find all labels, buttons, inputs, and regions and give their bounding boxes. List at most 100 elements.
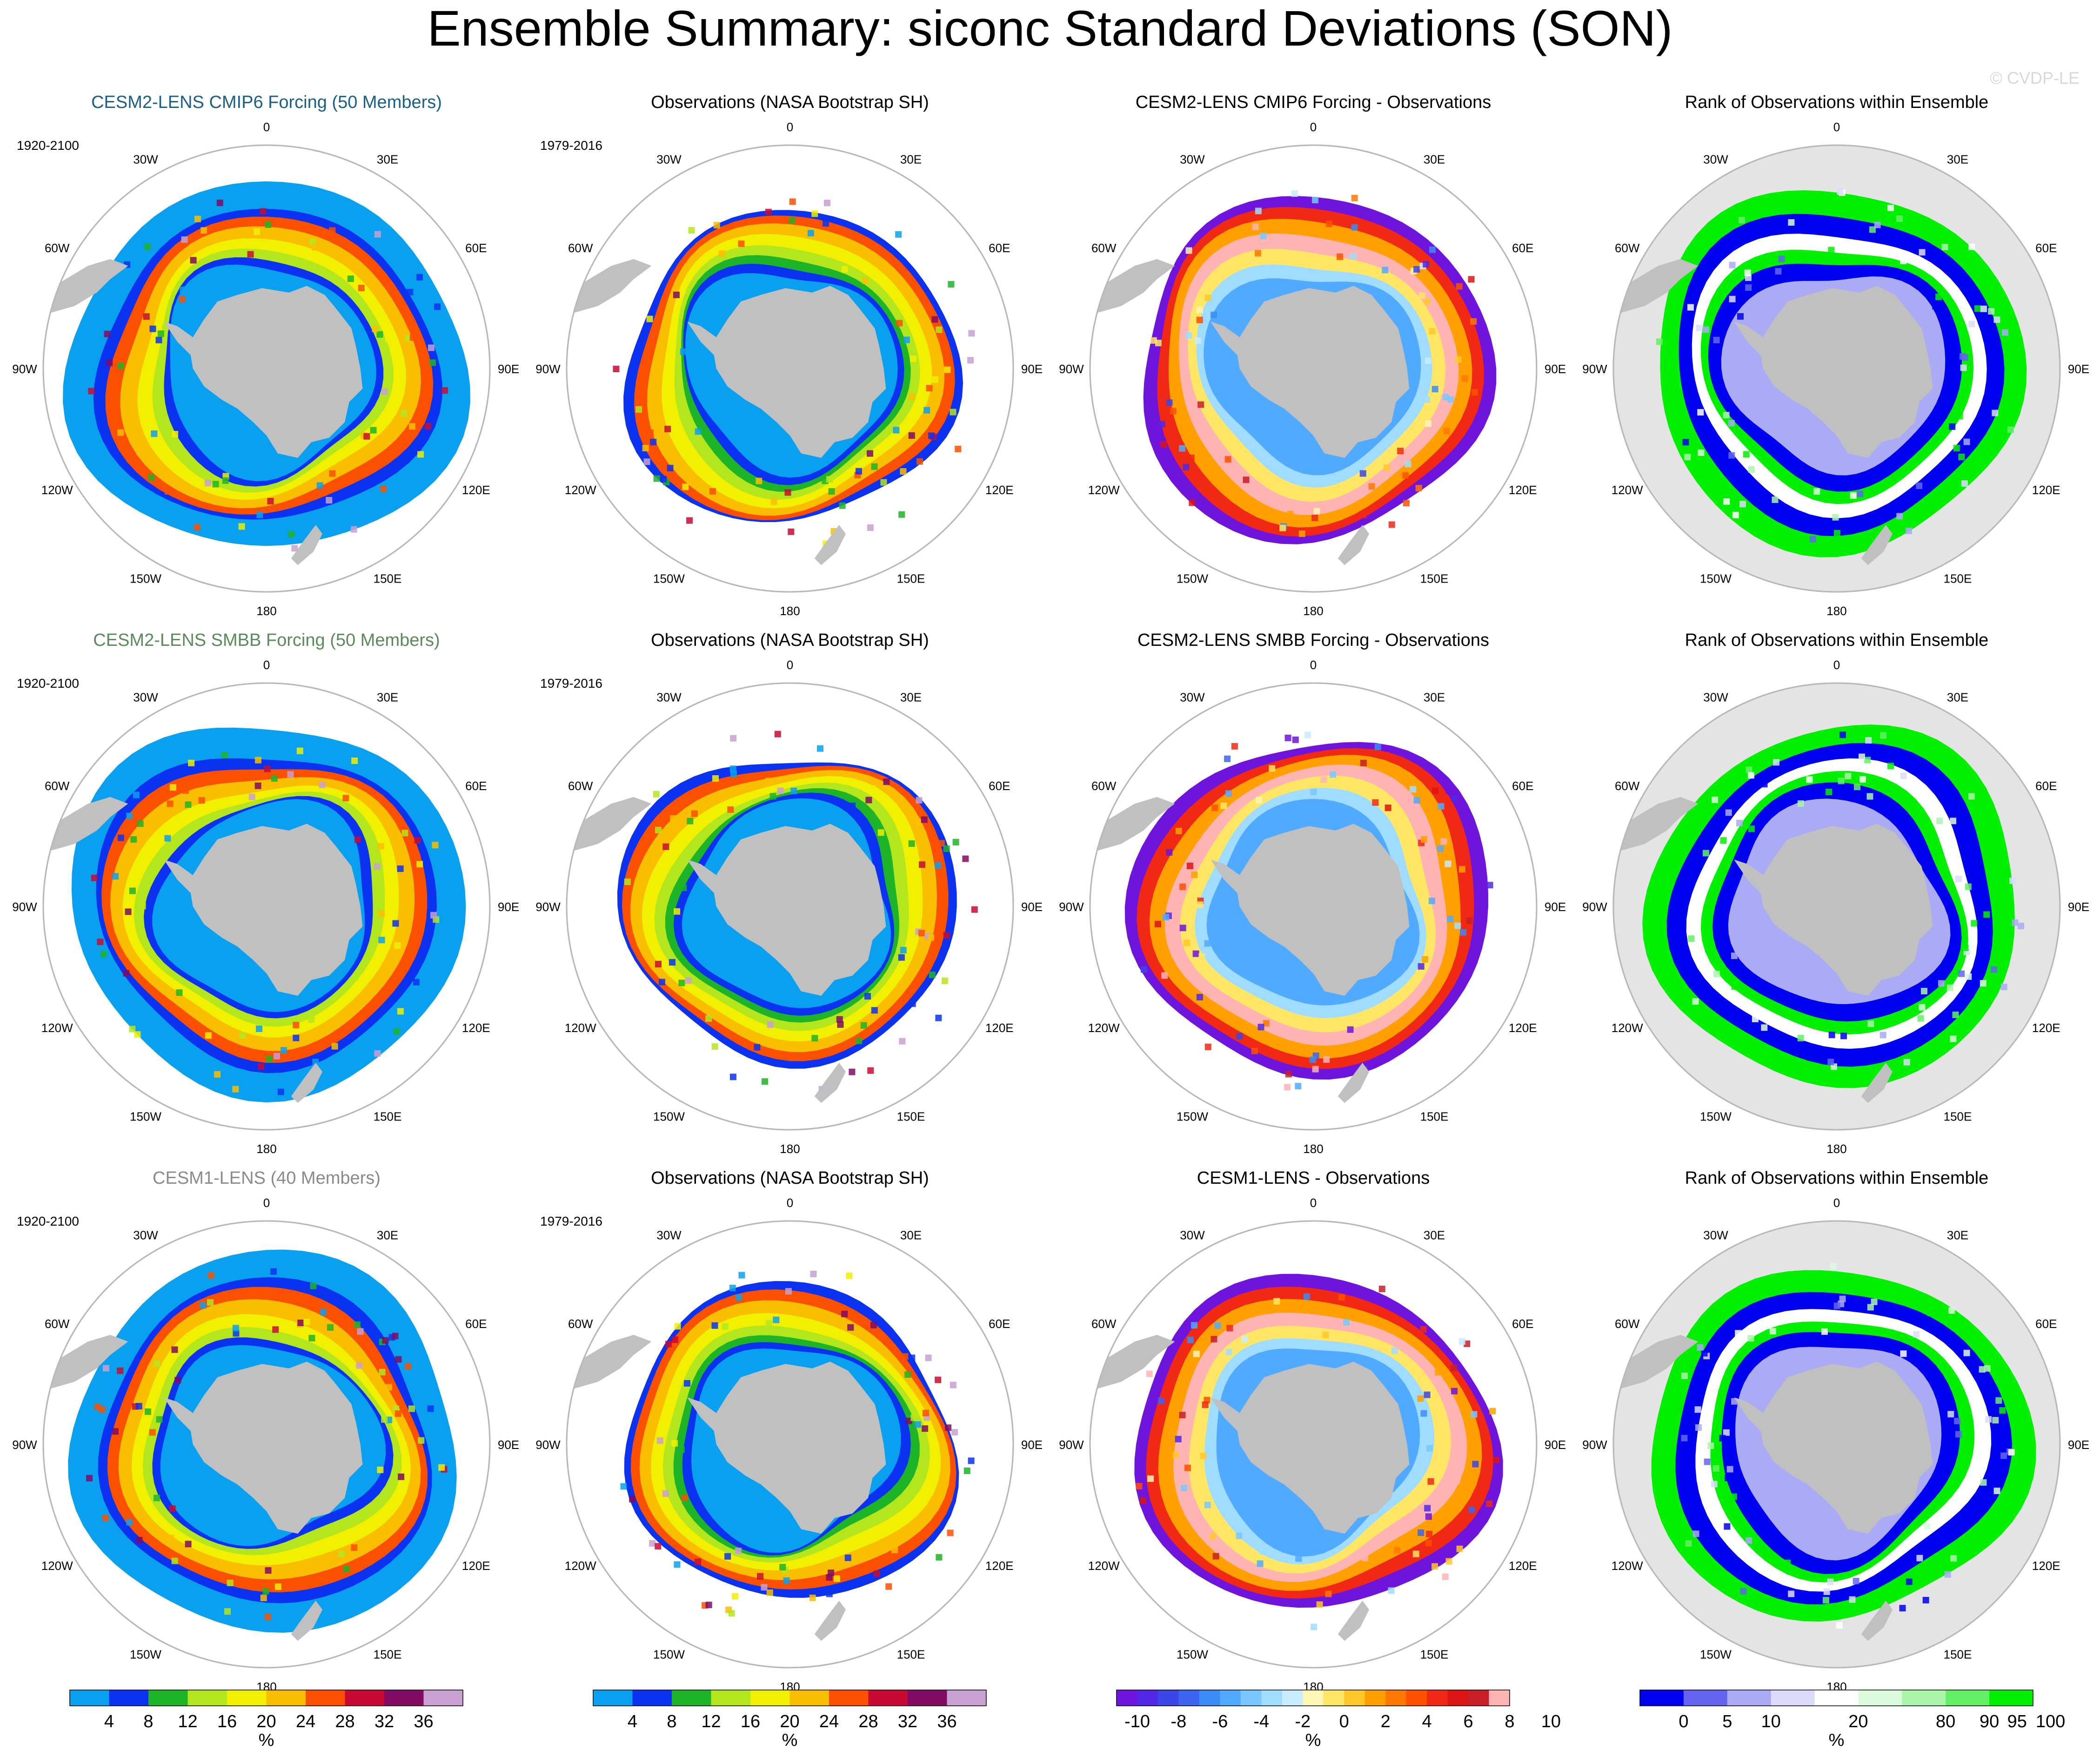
grid-cell	[779, 1564, 786, 1570]
map-panel-model: CESM2-LENS CMIP6 Forcing (50 Members) 192…	[12, 93, 519, 618]
grid-cell	[1842, 1287, 1849, 1294]
grid-cell	[1418, 1529, 1425, 1536]
grid-cell	[1788, 1590, 1795, 1597]
longitude-label: 0	[1833, 658, 1840, 672]
grid-cell	[919, 861, 925, 868]
grid-cell	[738, 240, 745, 247]
map-border	[42, 144, 491, 593]
longitude-label: 0	[1310, 658, 1317, 672]
grid-cell	[1427, 1478, 1434, 1485]
grid-cell	[1429, 246, 1436, 253]
grid-cell	[1251, 1047, 1258, 1054]
longitude-label: 120W	[41, 1559, 73, 1573]
grid-cell	[351, 1544, 358, 1551]
grid-cell	[1193, 1350, 1200, 1357]
grid-cell	[1919, 1004, 1926, 1011]
grid-cell	[117, 1367, 124, 1374]
grid-cell	[1312, 196, 1318, 203]
grid-cell	[1656, 338, 1663, 345]
grid-cell	[1838, 778, 1845, 785]
grid-cell	[1445, 787, 1452, 794]
grid-cell	[112, 1428, 119, 1435]
south-america-landmass	[567, 1335, 652, 1391]
antarctica-landmass	[164, 1361, 363, 1534]
colorbar-swatch	[672, 1690, 711, 1706]
antarctica-landmass	[164, 286, 363, 458]
grid-cell	[319, 781, 326, 788]
map-border	[1612, 682, 2061, 1131]
grid-cell	[862, 277, 869, 284]
colorbar-swatch	[1385, 1690, 1407, 1706]
grid-cell	[1394, 1547, 1401, 1554]
grid-cell	[675, 1501, 682, 1508]
grid-cell	[1196, 316, 1203, 323]
longitude-label: 60W	[1091, 1317, 1117, 1331]
period-label: 1920-2100	[17, 138, 79, 153]
grid-cell	[1259, 1548, 1266, 1555]
longitude-label: 120W	[1088, 1559, 1120, 1573]
grid-cell	[1418, 963, 1425, 970]
grid-cell	[1828, 247, 1835, 254]
grid-cell	[354, 1321, 361, 1328]
map-border	[42, 682, 491, 1131]
longitude-label: 150W	[130, 1647, 161, 1661]
grid-cell	[1958, 970, 1965, 977]
longitude-label: 150E	[1420, 571, 1449, 585]
grid-cell	[932, 376, 939, 383]
south-america-landmass	[1090, 797, 1175, 853]
grid-cell	[1692, 998, 1699, 1005]
grid-cell	[1202, 1402, 1209, 1408]
grid-cell	[1360, 511, 1367, 518]
grid-cell	[910, 1414, 917, 1421]
grid-cell	[1224, 755, 1231, 762]
longitude-label: 60E	[465, 1317, 487, 1331]
panel-title: Rank of Observations within Ensemble	[1685, 93, 1989, 112]
grid-cell	[1200, 1453, 1207, 1460]
grid-cell	[653, 475, 660, 482]
grid-cell	[254, 782, 261, 789]
grid-cell	[732, 1593, 739, 1600]
grid-cell	[233, 1330, 240, 1337]
grid-cell	[1839, 1295, 1846, 1302]
grid-cell	[928, 432, 935, 439]
grid-cell	[1257, 1024, 1264, 1031]
colorbar-rank: 0 5 10 20 80 90 95 100%	[1639, 1690, 2065, 1750]
grid-cell	[1391, 1348, 1398, 1354]
grid-cell	[1431, 386, 1438, 393]
map-border	[566, 682, 1014, 1131]
grid-cell	[1166, 849, 1173, 856]
grid-cell	[650, 439, 657, 446]
grid-cell	[1410, 786, 1417, 793]
grid-cell	[401, 410, 408, 417]
grid-cell	[904, 1371, 911, 1378]
grid-cell	[342, 795, 349, 802]
grid-cell	[1295, 1083, 1302, 1090]
grid-cell	[385, 1384, 392, 1391]
longitude-label: 60W	[45, 241, 70, 255]
colorbar-swatch	[1427, 1690, 1448, 1706]
map-field	[1090, 1274, 1503, 1641]
longitude-label: 60W	[45, 1317, 70, 1331]
grid-cell	[97, 939, 104, 946]
grid-cell	[1746, 766, 1752, 773]
grid-cell	[1695, 1424, 1702, 1431]
colorbar-tick-label: 4	[1422, 1712, 1432, 1731]
grid-cell	[1840, 1033, 1847, 1039]
colorbar-swatch	[1468, 1690, 1490, 1706]
grid-cell	[902, 1353, 909, 1360]
south-america-landmass	[43, 1335, 128, 1391]
map-panel-diff: CESM1-LENS - Observations 0 30E 60E 90E 120E 1…	[1059, 1168, 1566, 1694]
grid-cell	[931, 316, 938, 323]
grid-cell	[1935, 294, 1942, 300]
longitude-label: 150E	[374, 1647, 402, 1661]
longitude-label: 30E	[1947, 153, 1968, 167]
grid-cell	[231, 1597, 238, 1604]
grid-cell	[1954, 1418, 1961, 1424]
grid-cell	[1285, 1071, 1292, 1078]
longitude-label: 30W	[656, 691, 682, 704]
grid-cell	[1428, 898, 1435, 905]
colorbar-swatch	[1220, 1690, 1241, 1706]
grid-cell	[1220, 802, 1227, 809]
grid-cell	[91, 874, 98, 881]
grid-cell	[1415, 485, 1422, 492]
